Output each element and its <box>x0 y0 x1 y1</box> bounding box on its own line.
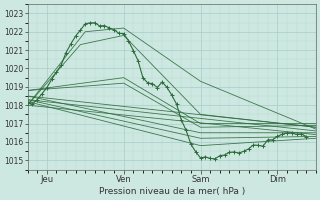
X-axis label: Pression niveau de la mer( hPa ): Pression niveau de la mer( hPa ) <box>99 187 245 196</box>
